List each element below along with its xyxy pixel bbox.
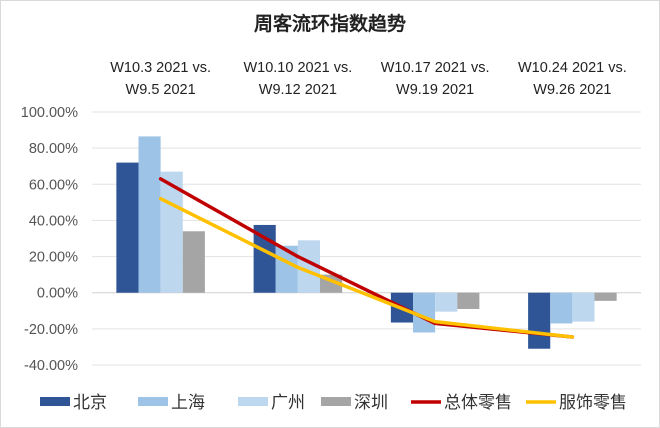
bar-上海	[550, 292, 573, 324]
category-label: W10.24 2021 vs. W9.26 2021	[518, 60, 627, 98]
line-总体零售	[158, 177, 575, 339]
bars	[116, 136, 617, 349]
legend-label-广州: 广州	[271, 393, 305, 413]
y-tick-label: 0.00%	[37, 286, 78, 302]
bar-广州	[572, 292, 595, 322]
chart-title: 周客流环指数趋势	[254, 12, 406, 35]
category-labels: W10.3 2021 vs. W9.5 2021 W10.10 2021 vs. W9…	[110, 60, 627, 98]
y-tick-label: -20.00%	[24, 322, 78, 338]
y-tick-label: 60.00%	[29, 177, 78, 193]
bar-北京	[528, 292, 551, 349]
legend-label-深圳: 深圳	[354, 393, 388, 413]
bar-广州	[435, 292, 458, 312]
bar-深圳	[457, 292, 480, 309]
bar-北京	[116, 162, 139, 293]
legend-swatch-广州	[238, 397, 268, 406]
legend-swatch-上海	[138, 397, 168, 406]
legend-swatch-深圳	[321, 397, 351, 406]
legend-label-总体零售: 总体零售	[444, 393, 512, 413]
legend: 北京 上海 广州 深圳 总体零售 服饰零售	[40, 393, 627, 413]
category-label: W10.10 2021 vs. W9.12 2021	[243, 60, 352, 98]
y-tick-label: 20.00%	[29, 250, 78, 266]
legend-swatch-北京	[40, 397, 70, 406]
category-label: W10.17 2021 vs. W9.19 2021	[381, 60, 490, 98]
line-服饰零售	[158, 196, 575, 339]
category-label: W10.3 2021 vs. W9.5 2021	[110, 60, 211, 98]
legend-label-上海: 上海	[171, 393, 205, 413]
y-tick-label: -40.00%	[24, 358, 78, 374]
legend-label-北京: 北京	[73, 393, 107, 413]
lines	[158, 177, 575, 339]
y-tick-label: 100.00%	[21, 105, 78, 121]
legend-label-服饰零售: 服饰零售	[559, 393, 627, 413]
bar-广州	[297, 240, 321, 293]
bar-深圳	[594, 292, 617, 301]
y-tick-label: 40.00%	[29, 213, 78, 229]
y-tick-label: 80.00%	[29, 141, 78, 157]
bar-上海	[138, 136, 161, 293]
bar-深圳	[182, 231, 205, 293]
y-axis-ticks: 100.00% 80.00% 60.00% 40.00% 20.00% 0.00% -20.…	[21, 105, 78, 374]
